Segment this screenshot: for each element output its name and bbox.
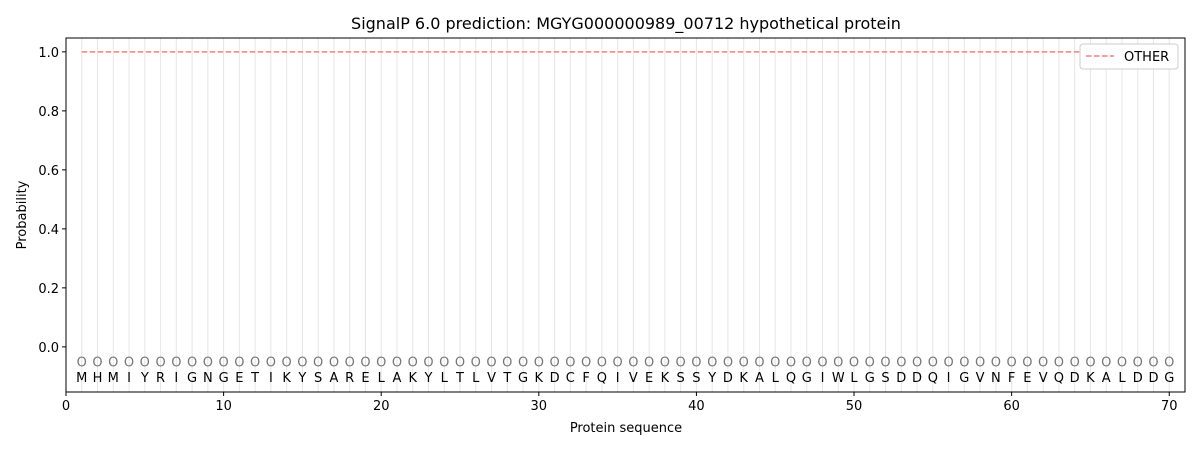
x-tick-label: 60 [1003, 399, 1020, 414]
legend-label-other: OTHER [1124, 50, 1169, 65]
y-axis-label: Probability [15, 180, 30, 249]
axes: 0 10 20 30 40 50 60 70 0.0 0.2 0.4 0.6 0.8 1.0 [38, 46, 1177, 414]
x-tick-label: 10 [215, 399, 232, 414]
chart-title: SignalP 6.0 prediction: MGYG000000989_00… [351, 14, 901, 34]
x-tick-label: 30 [531, 399, 548, 414]
legend: OTHER [1079, 43, 1179, 70]
grid [81, 38, 1170, 392]
x-tick-label: 40 [688, 399, 705, 414]
x-tick-label: 50 [846, 399, 863, 414]
x-tick-label: 20 [373, 399, 390, 414]
y-tick-label: 1.0 [38, 46, 59, 61]
region-labels: OOOOOOOOOOOOOOOOOOOOOOOOOOOOOOOOOOOOOOOO… [77, 356, 1175, 371]
legend-box [1079, 43, 1179, 70]
y-tick-label: 0.8 [38, 105, 59, 120]
x-axis-label: Protein sequence [570, 421, 682, 436]
y-tick-label: 0.6 [38, 164, 59, 179]
y-tick-label: 0.2 [38, 282, 59, 297]
plot-frame [65, 37, 1186, 393]
x-tick-label: 70 [1161, 399, 1178, 414]
residue-sequence: MHMIYRIGNGETIKYSARELAKYLTLVTGKDCFQIVEKSS… [76, 371, 1174, 386]
x-tick-label: 0 [62, 399, 70, 414]
y-tick-label: 0.4 [38, 223, 59, 238]
y-tick-label: 0.0 [38, 341, 59, 356]
